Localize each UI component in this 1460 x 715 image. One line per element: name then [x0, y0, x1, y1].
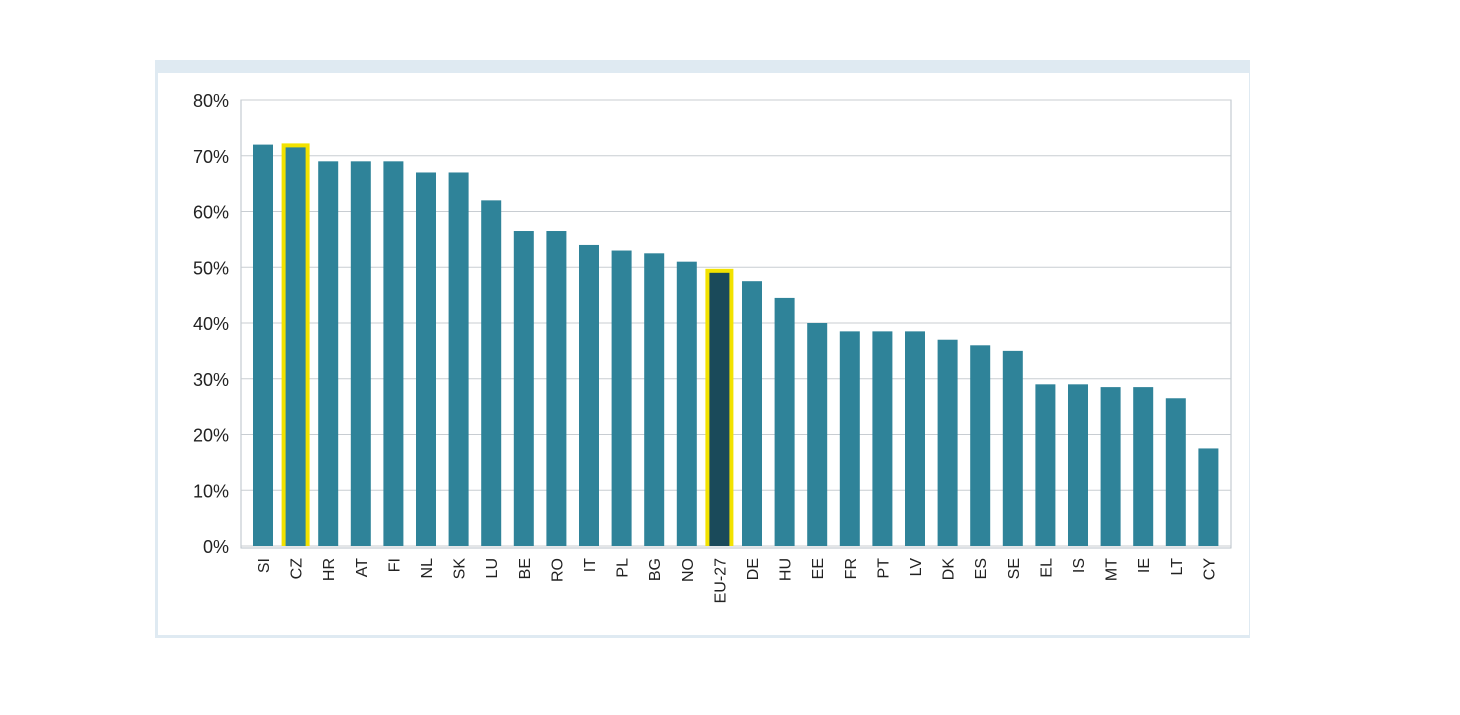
x-tick-label: FI [386, 558, 403, 572]
x-tick-label: SK [452, 558, 469, 580]
bar-es [970, 345, 991, 546]
x-tick-label: SI [256, 558, 273, 573]
y-tick-label: 20% [193, 426, 229, 446]
x-tick-label: NO [680, 558, 697, 582]
bar-dk [937, 339, 958, 546]
x-tick-label: AT [354, 558, 371, 577]
bar-bg [644, 253, 665, 546]
chart-title-strip [155, 60, 1250, 73]
bar-ro [546, 231, 567, 546]
x-tick-label: LT [1169, 558, 1186, 576]
bar-pl [611, 250, 632, 546]
bar-se [1002, 350, 1023, 546]
y-tick-label: 60% [193, 203, 229, 223]
x-tick-label: HR [321, 558, 338, 581]
x-tick-label: FR [843, 558, 860, 579]
bar-hu [774, 297, 795, 546]
x-tick-label: IE [1136, 558, 1153, 573]
y-tick-label: 30% [193, 370, 229, 390]
bar-at [350, 161, 371, 546]
y-tick-label: 0% [203, 537, 229, 557]
x-tick-label: DK [941, 558, 958, 581]
bar-it [579, 244, 599, 546]
x-tick-label: MT [1104, 558, 1121, 581]
y-tick-label: 40% [193, 314, 229, 334]
bar-el [1035, 384, 1056, 546]
x-tick-label: CY [1201, 558, 1218, 581]
bar-fi [383, 161, 404, 546]
bar-pt [872, 331, 893, 546]
x-tick-label: ES [973, 558, 990, 579]
x-tick-label: BE [517, 558, 534, 579]
bar-fr [839, 331, 860, 546]
x-tick-label: BG [647, 558, 664, 581]
x-tick-label: EE [810, 558, 827, 579]
bar-is [1068, 384, 1088, 546]
bar-nl [416, 172, 436, 546]
bar-cy [1198, 448, 1219, 546]
bar-no [676, 261, 697, 546]
y-tick-label: 10% [193, 481, 229, 501]
y-tick-label: 70% [193, 147, 229, 167]
bar-lt [1165, 398, 1186, 546]
bar-lv [905, 331, 925, 546]
y-axis-ticks: 0% 10% 20% 30% 40% 50% 60% 70% 80% [193, 91, 229, 557]
x-tick-label: EU-27 [712, 558, 729, 603]
bar-hr [318, 161, 339, 546]
x-tick-label: PT [875, 558, 892, 579]
x-tick-label: IS [1071, 558, 1088, 573]
bar-si [253, 144, 273, 546]
bar-eu-27 [709, 272, 730, 546]
x-tick-label: IT [582, 558, 599, 572]
x-tick-label: LU [484, 558, 501, 578]
bar-mt [1100, 387, 1121, 546]
x-tick-label: HU [778, 558, 795, 581]
x-tick-label: SE [1006, 558, 1023, 579]
bar-de [742, 281, 762, 546]
bar-be [513, 231, 534, 546]
y-tick-label: 50% [193, 258, 229, 278]
bar-ie [1133, 387, 1154, 546]
x-tick-label: CZ [289, 558, 306, 580]
x-tick-label: RO [549, 558, 566, 582]
bar-ee [807, 323, 828, 546]
x-tick-label: LV [908, 558, 925, 577]
x-axis-labels: SI CZ HR AT FI NL SK LU BE RO IT PL BG NO EU-27 DE HU EE F… [256, 558, 1218, 604]
grid-lines [241, 99, 1231, 547]
x-tick-label: PL [615, 558, 632, 578]
x-tick-label: DE [745, 558, 762, 580]
x-tick-label: EL [1038, 558, 1055, 578]
bar-cz [285, 147, 306, 546]
bar-sk [448, 172, 469, 546]
bars [253, 143, 1219, 546]
plot-area [240, 99, 1232, 549]
bar-lu [481, 200, 502, 546]
x-tick-label: NL [419, 558, 436, 579]
y-tick-label: 80% [193, 91, 229, 111]
